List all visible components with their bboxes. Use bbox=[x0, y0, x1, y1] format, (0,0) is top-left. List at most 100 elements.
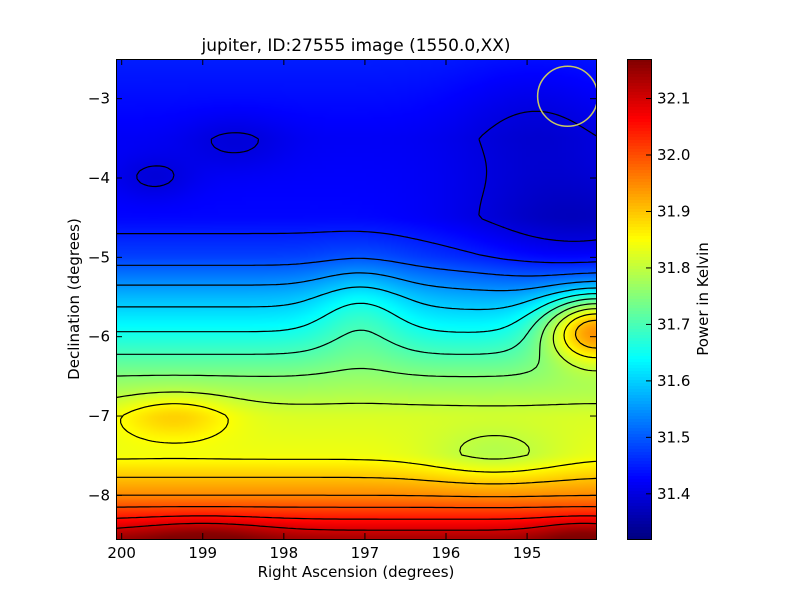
colorbar-step bbox=[627, 506, 651, 510]
contour-line bbox=[116, 319, 596, 485]
colorbar-step bbox=[627, 311, 651, 315]
colorbar-step bbox=[627, 227, 651, 231]
colorbar-step bbox=[627, 512, 651, 516]
colorbar-step bbox=[627, 425, 651, 429]
x-tick-label: 200 bbox=[107, 544, 136, 562]
contour-line bbox=[136, 110, 596, 242]
beam-marker-layer bbox=[536, 65, 596, 128]
colorbar-step bbox=[627, 374, 651, 378]
x-tick-label: 196 bbox=[432, 544, 461, 562]
colorbar-step bbox=[627, 152, 651, 156]
colorbar-step bbox=[627, 446, 651, 450]
colorbar-step bbox=[627, 488, 651, 492]
colorbar-step bbox=[627, 518, 651, 522]
colorbar-step bbox=[627, 101, 651, 105]
colorbar-step bbox=[627, 242, 651, 246]
colorbar-label: Power in Kelvin bbox=[694, 242, 712, 356]
y-axis: −3 −4 −5 −6 −7 −8 bbox=[88, 90, 596, 504]
colorbar-step bbox=[627, 392, 651, 396]
colorbar-step bbox=[627, 326, 651, 330]
colorbar-step bbox=[627, 125, 651, 129]
contour-line bbox=[116, 272, 596, 292]
colorbar-step bbox=[627, 284, 651, 288]
y-tick-label: −6 bbox=[88, 328, 110, 346]
beam-marker-circle bbox=[536, 65, 596, 128]
colorbar-step bbox=[627, 140, 651, 144]
colorbar-step bbox=[627, 500, 651, 504]
contour-line bbox=[116, 293, 596, 333]
colorbar-step bbox=[627, 167, 651, 171]
colorbar-step bbox=[627, 350, 651, 354]
colorbar-step bbox=[627, 257, 651, 261]
colorbar-step bbox=[627, 482, 651, 486]
colorbar-step bbox=[627, 59, 651, 63]
colorbar-step bbox=[627, 161, 651, 165]
colorbar-step bbox=[627, 260, 651, 264]
colorbar-step bbox=[627, 365, 651, 369]
colorbar-step bbox=[627, 407, 651, 411]
colorbar-step bbox=[627, 527, 651, 531]
contour-line bbox=[116, 298, 596, 355]
colorbar-step bbox=[627, 404, 651, 408]
colorbar-step bbox=[627, 287, 651, 291]
colorbar-step bbox=[627, 305, 651, 309]
colorbar-step bbox=[627, 395, 651, 399]
colorbar-step bbox=[627, 323, 651, 327]
colorbar-step bbox=[627, 308, 651, 312]
colorbar-step bbox=[627, 437, 651, 441]
colorbar-step bbox=[627, 203, 651, 207]
colorbar-step bbox=[627, 122, 651, 126]
colorbar-step bbox=[627, 254, 651, 258]
x-tick-label: 197 bbox=[351, 544, 380, 562]
y-tick-label: −5 bbox=[88, 248, 110, 266]
colorbar-step bbox=[627, 341, 651, 345]
colorbar-step bbox=[627, 137, 651, 141]
contour-line bbox=[116, 506, 596, 509]
heatmap-image bbox=[116, 59, 596, 539]
colorbar-tick-label: 31.5 bbox=[657, 428, 690, 446]
colorbar-tick-label: 31.9 bbox=[657, 202, 690, 220]
colorbar-tick-label: 31.4 bbox=[657, 485, 690, 503]
y-axis-label: Declination (degrees) bbox=[65, 218, 83, 380]
colorbar-step bbox=[627, 461, 651, 465]
colorbar-step bbox=[627, 92, 651, 96]
x-tick-label: 198 bbox=[270, 544, 299, 562]
colorbar-step bbox=[627, 515, 651, 519]
colorbar-step bbox=[627, 416, 651, 420]
colorbar-step bbox=[627, 170, 651, 174]
colorbar-step bbox=[627, 173, 651, 177]
x-axis-label: Right Ascension (degrees) bbox=[258, 563, 455, 581]
colorbar-step bbox=[627, 71, 651, 75]
colorbar-step bbox=[627, 455, 651, 459]
colorbar-step bbox=[627, 89, 651, 93]
colorbar-step bbox=[627, 440, 651, 444]
colorbar-step bbox=[627, 338, 651, 342]
colorbar-step bbox=[627, 233, 651, 237]
colorbar: 31.4 31.5 31.6 31.7 31.8 31.9 32.0 32.1 bbox=[627, 59, 690, 540]
colorbar-step bbox=[627, 296, 651, 300]
y-tick-label: −3 bbox=[88, 90, 110, 108]
colorbar-step bbox=[627, 344, 651, 348]
colorbar-step bbox=[627, 449, 651, 453]
chart-title: jupiter, ID:27555 image (1550.0,XX) bbox=[200, 36, 510, 56]
colorbar-tick-label: 31.7 bbox=[657, 315, 690, 333]
colorbar-step bbox=[627, 335, 651, 339]
colorbar-step bbox=[627, 353, 651, 357]
colorbar-step bbox=[627, 434, 651, 438]
colorbar-step bbox=[627, 134, 651, 138]
colorbar-step bbox=[627, 362, 651, 366]
contour-line bbox=[116, 230, 596, 264]
colorbar-step bbox=[627, 524, 651, 528]
colorbar-step bbox=[627, 266, 651, 270]
colorbar-step bbox=[627, 143, 651, 147]
contour-line bbox=[116, 303, 596, 378]
colorbar-step bbox=[627, 191, 651, 195]
colorbar-step bbox=[627, 428, 651, 432]
colorbar-step bbox=[627, 62, 651, 66]
colorbar-step bbox=[627, 245, 651, 249]
colorbar-step bbox=[627, 146, 651, 150]
colorbar-step bbox=[627, 383, 651, 387]
colorbar-tick-label: 31.6 bbox=[657, 372, 690, 390]
colorbar-step bbox=[627, 491, 651, 495]
colorbar-tick-label: 31.8 bbox=[657, 259, 690, 277]
